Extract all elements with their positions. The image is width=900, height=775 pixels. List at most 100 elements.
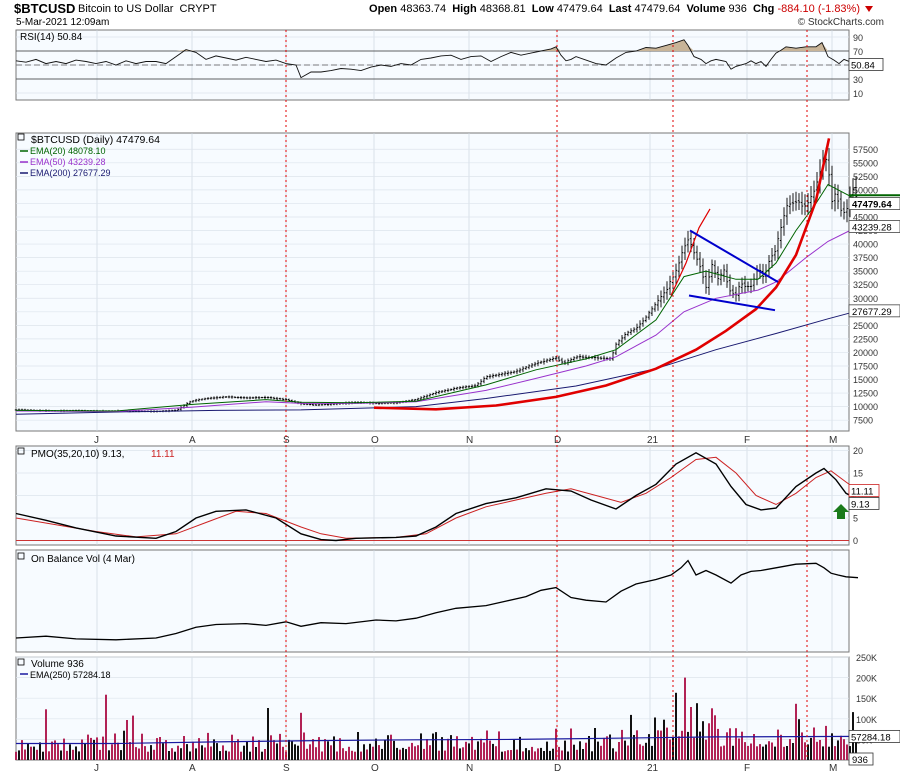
volume-bar xyxy=(153,750,155,760)
volume-legend: Volume 936 xyxy=(31,659,84,670)
volume-bar xyxy=(435,732,437,760)
price-y-tick: 20000 xyxy=(853,348,878,358)
price-y-tick: 35000 xyxy=(853,267,878,277)
volume-bar xyxy=(603,738,605,760)
obv-panel xyxy=(16,550,849,652)
volume-bar xyxy=(450,735,452,760)
volume-bar xyxy=(384,740,386,761)
volume-bar xyxy=(729,728,731,760)
volume-bar xyxy=(291,741,293,760)
volume-bar xyxy=(522,751,524,760)
pmo-legend-signal: 11.11 xyxy=(151,449,175,460)
volume-bar xyxy=(519,737,521,760)
x-tick-label-price: M xyxy=(829,435,837,446)
volume-bar xyxy=(786,746,788,760)
volume-bar xyxy=(174,752,176,760)
volume-bar xyxy=(111,744,113,760)
volume-bar xyxy=(642,746,644,760)
volume-bar xyxy=(732,746,734,760)
volume-bar xyxy=(717,729,719,760)
volume-bar xyxy=(660,731,662,760)
volume-bar xyxy=(489,741,491,760)
volume-bar xyxy=(234,742,236,760)
volume-bar xyxy=(495,746,497,760)
volume-bar xyxy=(543,751,545,760)
volume-bar xyxy=(39,742,41,760)
volume-bar xyxy=(846,745,848,761)
volume-bar xyxy=(225,751,227,760)
volume-bar xyxy=(315,747,317,760)
volume-bar xyxy=(27,744,29,761)
volume-bar xyxy=(684,678,686,760)
volume-bar xyxy=(360,752,362,760)
price-y-tick: 25000 xyxy=(853,321,878,331)
volume-bar xyxy=(606,736,608,760)
volume-bar xyxy=(429,745,431,760)
volume-y-tick: 150K xyxy=(856,694,877,704)
volume-bar xyxy=(273,740,275,760)
volume-bar xyxy=(204,748,206,761)
volume-bar xyxy=(702,721,704,760)
volume-ema-legend: EMA(250) 57284.18 xyxy=(30,670,111,680)
volume-bar xyxy=(219,751,221,760)
volume-bar xyxy=(198,738,200,760)
volume-bar xyxy=(591,751,593,760)
volume-bar xyxy=(510,750,512,760)
volume-bar xyxy=(834,746,836,760)
volume-bar xyxy=(828,747,830,760)
volume-bar xyxy=(183,736,185,760)
volume-bar xyxy=(60,751,62,761)
volume-bar xyxy=(669,740,671,761)
volume-bar xyxy=(372,747,374,760)
x-tick-label-volume: 21 xyxy=(647,763,659,774)
volume-bar xyxy=(45,709,47,760)
volume-bar xyxy=(735,728,737,760)
volume-bar xyxy=(207,733,209,760)
volume-bar xyxy=(804,742,806,760)
volume-bar xyxy=(24,750,26,761)
volume-bar xyxy=(243,746,245,760)
volume-bar xyxy=(465,742,467,760)
volume-bar xyxy=(168,751,170,760)
volume-bar xyxy=(447,739,449,760)
volume-bar xyxy=(369,744,371,760)
price-y-tick: 50000 xyxy=(853,185,878,195)
volume-bar xyxy=(123,731,125,760)
volume-bar xyxy=(579,741,581,760)
volume-last-value: 936 xyxy=(852,755,868,766)
volume-bar xyxy=(375,739,377,760)
volume-bar xyxy=(618,742,620,760)
x-tick-label-price: D xyxy=(554,435,561,446)
volume-bar xyxy=(483,743,485,761)
volume-bar xyxy=(696,703,698,760)
volume-bar xyxy=(87,735,89,760)
volume-bar xyxy=(354,752,356,760)
volume-bar xyxy=(477,741,479,760)
volume-bar xyxy=(744,742,746,760)
volume-bar xyxy=(645,743,647,760)
rsi-y-tick: 10 xyxy=(853,89,863,99)
volume-bar xyxy=(612,748,614,760)
volume-bar xyxy=(474,750,476,760)
volume-bar xyxy=(387,735,389,760)
x-tick-label-volume: A xyxy=(189,763,196,774)
volume-bar xyxy=(357,732,359,760)
rsi-y-tick: 90 xyxy=(853,33,863,43)
rsi-y-tick: 30 xyxy=(853,75,863,85)
volume-bar xyxy=(303,733,305,761)
volume-bar xyxy=(831,733,833,760)
volume-bar xyxy=(774,747,776,760)
pmo-legend: PMO(35,20,10) 9.13, xyxy=(31,449,124,460)
volume-bar xyxy=(222,745,224,760)
volume-bar xyxy=(282,747,284,760)
volume-bar xyxy=(69,744,71,760)
volume-y-tick: 100K xyxy=(856,715,877,725)
volume-bar xyxy=(693,738,695,760)
volume-bar xyxy=(639,744,641,760)
volume-bar xyxy=(600,746,602,760)
volume-bar xyxy=(567,752,569,761)
price-y-tick: 40000 xyxy=(853,240,878,250)
pmo-y-tick: 5 xyxy=(853,514,858,524)
volume-bar xyxy=(768,741,770,760)
volume-bar xyxy=(345,751,347,760)
